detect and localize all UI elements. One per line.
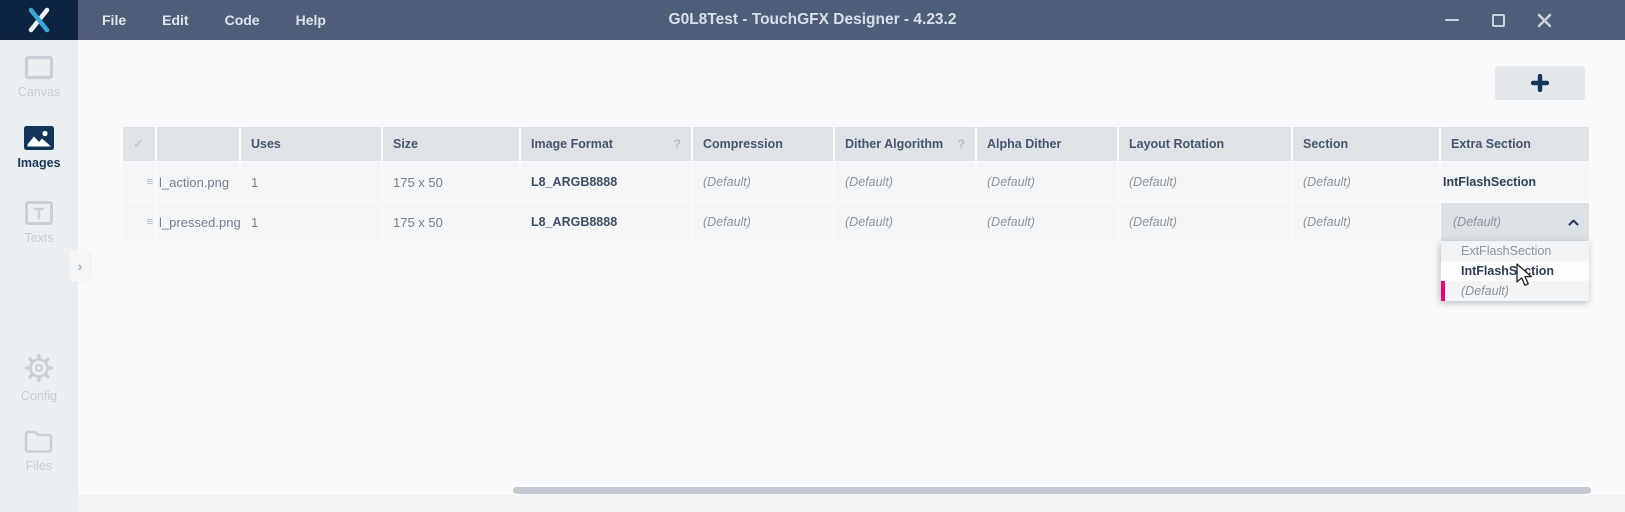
sidebar-item-label: Images — [17, 156, 61, 170]
menu-bar: File Edit Code Help — [102, 12, 326, 28]
menu-file[interactable]: File — [102, 12, 127, 28]
cell-image-format[interactable]: L8_ARGB8888 — [521, 163, 691, 201]
images-icon — [24, 126, 54, 150]
sidebar-item-images[interactable]: Images — [0, 125, 78, 170]
app-logo — [0, 0, 78, 40]
sidebar-item-texts[interactable]: Texts — [0, 200, 78, 245]
dropdown-option-default[interactable]: (Default) — [1441, 281, 1589, 301]
check-icon: ✓ — [133, 136, 144, 151]
drag-handle-icon: ≡ — [146, 216, 154, 228]
horizontal-scrollbar-thumb[interactable] — [513, 487, 1591, 494]
add-image-button[interactable] — [1495, 66, 1585, 100]
cell-section[interactable]: (Default) — [1293, 163, 1439, 201]
header-layout-rotation: Layout Rotation — [1119, 127, 1291, 161]
sidebar-item-label: Canvas — [17, 85, 61, 99]
sidebar-item-config[interactable]: Config — [0, 352, 78, 403]
menu-help[interactable]: Help — [295, 12, 326, 28]
header-label: Dither Algorithm — [845, 137, 944, 151]
cell-alpha-dither[interactable]: (Default) — [977, 163, 1117, 201]
menu-edit[interactable]: Edit — [162, 12, 189, 28]
main-content-area — [78, 40, 1625, 512]
cell-image-format[interactable]: L8_ARGB8888 — [521, 203, 691, 241]
cell-dither-algorithm[interactable]: (Default) — [835, 203, 975, 241]
dropdown-option-extflashsection[interactable]: ExtFlashSection — [1441, 241, 1589, 261]
close-button[interactable] — [1535, 11, 1553, 29]
sidebar-expander[interactable]: › — [70, 250, 90, 282]
maximize-button[interactable] — [1489, 11, 1507, 29]
header-compression: Compression — [693, 127, 833, 161]
sidebar-item-label: Texts — [24, 231, 54, 245]
config-gear-icon — [24, 353, 54, 383]
dropdown-option-intflashsection[interactable]: IntFlashSection — [1441, 261, 1589, 281]
header-name — [157, 127, 239, 161]
bottom-strip — [78, 495, 1625, 512]
texts-icon — [25, 201, 53, 225]
drag-handle-icon: ≡ — [146, 176, 154, 188]
plus-icon — [1531, 74, 1549, 92]
row-drag-handle[interactable]: ≡ — [123, 163, 155, 201]
minimize-icon — [1445, 18, 1459, 22]
menu-code[interactable]: Code — [224, 12, 260, 28]
cell-layout-rotation[interactable]: (Default) — [1119, 163, 1291, 201]
cell-size: 175 x 50 — [383, 163, 519, 201]
header-alpha-dither: Alpha Dither — [977, 127, 1117, 161]
sidebar-item-label: Files — [25, 459, 53, 473]
cell-uses: 1 — [241, 163, 381, 201]
cell-dither-algorithm[interactable]: (Default) — [835, 163, 975, 201]
help-icon[interactable]: ? — [673, 137, 681, 151]
header-size: Size — [383, 127, 519, 161]
close-icon — [1537, 13, 1551, 27]
help-icon[interactable]: ? — [957, 137, 965, 151]
cell-alpha-dither[interactable]: (Default) — [977, 203, 1117, 241]
chevron-right-icon: › — [77, 258, 83, 274]
cell-extra-section[interactable]: IntFlashSection — [1441, 163, 1589, 201]
header-section: Section — [1293, 127, 1439, 161]
row-drag-handle[interactable]: ≡ — [123, 203, 155, 241]
sidebar-item-files[interactable]: Files — [0, 428, 78, 473]
header-uses: Uses — [241, 127, 381, 161]
header-image-format: Image Format ? — [521, 127, 691, 161]
cell-compression[interactable]: (Default) — [693, 203, 833, 241]
dropdown-current-value: (Default) — [1453, 215, 1501, 229]
window-controls — [1443, 11, 1625, 29]
cell-size: 175 x 50 — [383, 203, 519, 241]
sidebar-item-label: Config — [20, 389, 58, 403]
cell-compression[interactable]: (Default) — [693, 163, 833, 201]
images-table: ✓ Uses Size Image Format ? Compression D… — [123, 127, 1589, 241]
header-dither-algorithm: Dither Algorithm ? — [835, 127, 975, 161]
files-folder-icon — [24, 430, 53, 453]
touchgfx-x-icon — [28, 7, 50, 33]
title-bar: File Edit Code Help G0L8Test - TouchGFX … — [0, 0, 1625, 40]
sidebar: Canvas Images Texts — [0, 40, 78, 512]
minimize-button[interactable] — [1443, 11, 1461, 29]
canvas-icon — [24, 55, 54, 80]
header-extra-section: Extra Section — [1441, 127, 1589, 161]
cell-layout-rotation[interactable]: (Default) — [1119, 203, 1291, 241]
cell-section[interactable]: (Default) — [1293, 203, 1439, 241]
sidebar-item-canvas[interactable]: Canvas — [0, 55, 78, 99]
extra-section-dropdown-trigger[interactable]: (Default) — [1441, 203, 1589, 241]
chevron-up-icon — [1568, 219, 1579, 225]
cell-uses: 1 — [241, 203, 381, 241]
cell-image-name[interactable]: l_action.png — [157, 163, 239, 201]
cell-image-name[interactable]: l_pressed.png — [157, 203, 241, 241]
maximize-icon — [1491, 13, 1505, 27]
header-select-all[interactable]: ✓ — [123, 127, 155, 161]
header-label: Image Format — [531, 137, 613, 151]
extra-section-dropdown-menu: ExtFlashSection IntFlashSection (Default… — [1441, 241, 1589, 301]
